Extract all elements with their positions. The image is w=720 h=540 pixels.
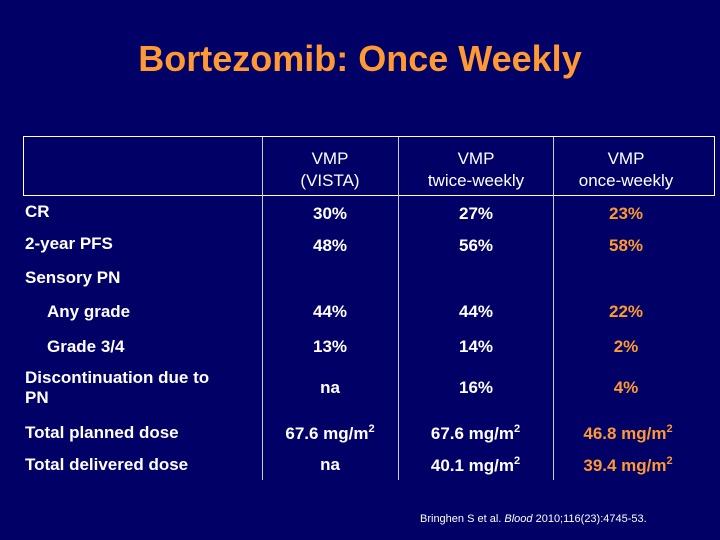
column-divider <box>262 420 263 480</box>
row-label-pfs: 2-year PFS <box>25 234 113 253</box>
any-grade-twice: 44% <box>458 302 494 321</box>
row-label-total-planned-dose: Total planned dose <box>25 423 179 442</box>
column-divider <box>553 420 554 480</box>
any-grade-once: 22% <box>608 302 644 321</box>
discont-twice: 16% <box>458 378 494 397</box>
delivered-vista: na <box>320 455 340 474</box>
pfs-once: 58% <box>608 236 644 255</box>
row-label-total-delivered-dose: Total delivered dose <box>25 455 189 474</box>
table-header-box <box>23 136 715 196</box>
column-divider <box>553 137 554 420</box>
row-label-sensory-pn: Sensory PN <box>25 268 121 287</box>
row-label-discontinuation: Discontinuation due to PN <box>25 368 210 407</box>
cr-once: 23% <box>608 204 644 223</box>
slide-title: Bortezomib: Once Weekly <box>138 38 582 79</box>
planned-vista: 67.6 mg/m2 <box>285 423 375 443</box>
grade34-once: 2% <box>613 337 639 356</box>
delivered-once: 39.4 mg/m2 <box>583 455 673 475</box>
cr-vista: 30% <box>312 204 348 223</box>
row-label-grade-3-4: Grade 3/4 <box>47 337 125 356</box>
pfs-vista: 48% <box>312 236 348 255</box>
discont-once: 4% <box>613 378 639 397</box>
discont-vista: na <box>320 378 340 397</box>
planned-once: 46.8 mg/m2 <box>583 423 673 443</box>
column-divider <box>398 137 399 420</box>
column-header-twice-weekly: VMP twice-weekly <box>427 149 525 190</box>
column-divider <box>398 420 399 480</box>
citation: Bringhen S et al. Blood 2010;116(23):474… <box>420 513 647 525</box>
row-label-any-grade: Any grade <box>47 302 131 321</box>
row-label-cr: CR <box>25 202 50 221</box>
column-header-vista: VMP (VISTA) <box>300 149 360 190</box>
any-grade-vista: 44% <box>312 302 348 321</box>
grade34-vista: 13% <box>312 337 348 356</box>
grade34-twice: 14% <box>458 337 494 356</box>
cr-twice: 27% <box>458 204 494 223</box>
column-divider <box>262 137 263 420</box>
planned-twice: 67.6 mg/m2 <box>430 423 521 443</box>
column-header-once-weekly: VMP once-weekly <box>578 149 674 190</box>
delivered-twice: 40.1 mg/m2 <box>430 455 521 475</box>
pfs-twice: 56% <box>458 236 494 255</box>
